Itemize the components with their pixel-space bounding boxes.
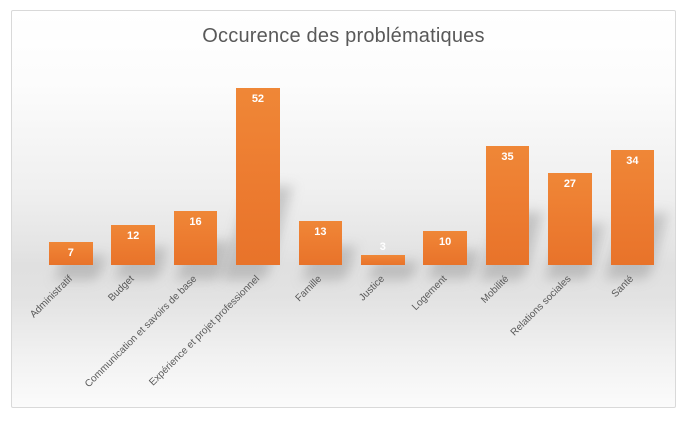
bar-value-label: 16 — [189, 215, 202, 228]
plot-area: 7 Administratif 12 Budget 16 Communication et… — [12, 11, 675, 407]
bar-mobilite[interactable]: 35 — [485, 146, 530, 266]
bar-value-label: 3 — [379, 241, 386, 254]
bar-justice[interactable]: 3 — [361, 241, 405, 266]
bar-experience-et-projet-professionnel[interactable]: 52 — [236, 88, 280, 266]
bar-value-label: 12 — [127, 229, 140, 242]
bar-value-label: 52 — [251, 93, 265, 106]
bar-sante[interactable]: 34 — [610, 149, 655, 266]
bar-relations-sociales[interactable]: 27 — [548, 173, 592, 266]
chart-title[interactable]: Occurence des problématiques — [202, 25, 485, 47]
bar-value-label: 27 — [563, 178, 577, 191]
bar-budget[interactable]: 12 — [111, 224, 155, 266]
chart-area[interactable]: Occurence des problématiques 7 Administra… — [11, 10, 676, 408]
bar-value-label: 10 — [439, 236, 452, 249]
bar-value-label: 35 — [501, 151, 514, 164]
bar-administratif[interactable]: 7 — [49, 241, 93, 266]
bar-logement[interactable]: 10 — [423, 231, 467, 266]
bar-value-label: 13 — [314, 226, 327, 239]
bar-value-label: 34 — [626, 154, 639, 167]
bar-communication-et-savoirs-de-base[interactable]: 16 — [173, 210, 218, 266]
bar-value-label: 7 — [67, 246, 74, 259]
bar-famille[interactable]: 13 — [298, 221, 343, 266]
